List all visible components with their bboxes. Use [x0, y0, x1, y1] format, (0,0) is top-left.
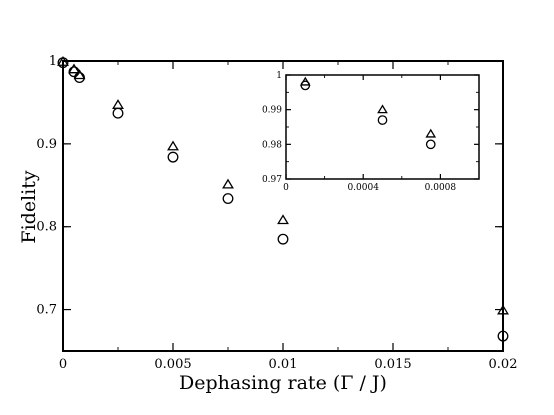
inset-y-tick-label-0: 0.97 — [262, 175, 282, 185]
main-0-triangle-point-3 — [112, 99, 124, 109]
main-1-circle-point-5 — [222, 193, 234, 204]
main-1-circle-point-4 — [167, 151, 179, 163]
main-1-circle-point-0 — [57, 57, 69, 69]
x-tick-label-2: 0.01 — [269, 357, 298, 372]
main-0-triangle-point-1 — [68, 63, 80, 74]
x-tick-label-1: 0.005 — [154, 357, 191, 372]
x-tick-label-0: 0 — [59, 357, 67, 372]
y-axis-label: Fidelity — [18, 170, 40, 243]
inset-0-triangle-point-2 — [425, 128, 437, 138]
main-0-triangle-point-5 — [222, 178, 234, 189]
inset-1-circle-point-1 — [377, 115, 388, 125]
main-series-circle — [57, 57, 509, 342]
inset-series-circle — [300, 80, 436, 150]
main-0-triangle-point-4 — [167, 140, 179, 151]
inset-plot-area: 0 0.0004 0.0008 0.97 0.98 0.99 1 — [262, 71, 480, 193]
inset-axes-frame — [285, 74, 480, 180]
inset-y-tick-label-3: 1 — [276, 71, 282, 81]
inset-x-tick-label-0: 0 — [283, 183, 289, 193]
x-tick-label-3: 0.015 — [374, 357, 411, 372]
main-1-circle-point-6 — [277, 233, 289, 245]
main-0-triangle-point-0 — [57, 56, 69, 66]
main-0-triangle-point-6 — [277, 214, 289, 225]
inset-y-tick-label-1: 0.98 — [262, 140, 282, 150]
main-0-triangle-point-7 — [497, 304, 509, 315]
main-1-circle-point-3 — [112, 107, 124, 119]
main-1-circle-point-1 — [68, 66, 80, 78]
x-tick-label-4: 0.02 — [489, 357, 518, 372]
inset-1-circle-point-2 — [425, 139, 436, 150]
main-0-triangle-point-2 — [73, 69, 86, 80]
x-axis-label: Dephasing rate (Γ / J) — [179, 372, 387, 394]
main-plot-area: 0 0.005 0.01 0.015 0.02 0.7 0.8 0.9 1 — [36, 54, 517, 372]
y-tick-label-1: 0.8 — [36, 220, 57, 235]
inset-1-circle-point-0 — [300, 80, 311, 91]
main-1-circle-point-2 — [74, 72, 85, 84]
main-series-triangle — [57, 56, 509, 315]
inset-x-tick-label-1: 0.0004 — [347, 183, 379, 193]
inset-x-tick-label-2: 0.0008 — [425, 183, 457, 193]
y-tick-label-2: 0.9 — [36, 137, 57, 152]
y-tick-label-3: 1 — [49, 54, 57, 69]
main-1-circle-point-7 — [497, 330, 509, 342]
inset-y-tick-label-2: 0.99 — [262, 106, 282, 116]
inset-0-triangle-point-1 — [377, 104, 388, 114]
y-tick-label-0: 0.7 — [36, 303, 57, 318]
